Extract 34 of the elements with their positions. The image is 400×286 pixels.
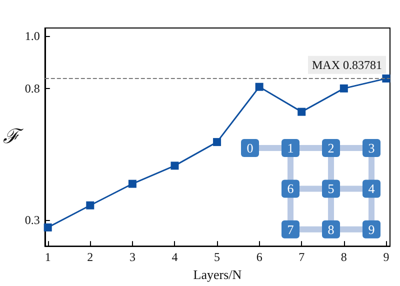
annotation: 8 xyxy=(328,222,334,237)
point xyxy=(340,84,348,92)
annotation: 0 xyxy=(246,140,254,156)
x-tick-label: 8 xyxy=(340,250,347,264)
y-axis-title: ℱ xyxy=(3,126,24,148)
annotation: 2 xyxy=(328,140,334,156)
y-tick-label: 1.0 xyxy=(24,28,40,43)
annotation: 1 xyxy=(287,140,294,156)
x-tick-label: 5 xyxy=(214,250,220,264)
x-tick-label: 4 xyxy=(172,250,178,264)
point xyxy=(44,223,52,232)
annotation: 6 xyxy=(287,181,294,196)
point xyxy=(170,162,179,170)
annotation: 5 xyxy=(328,181,334,196)
point xyxy=(298,108,306,116)
point xyxy=(255,82,264,91)
annotation: 9 xyxy=(368,222,375,237)
point xyxy=(128,180,136,188)
point xyxy=(213,138,222,146)
x-tick-label: 2 xyxy=(87,250,94,264)
annotation: 4 xyxy=(368,181,376,196)
x-axis-title: Layers/N xyxy=(193,267,242,282)
x-tick-label: 1 xyxy=(44,250,51,264)
ref-line-label: MAX 0.83781 xyxy=(312,58,382,72)
y-tick-label: 0.3 xyxy=(24,212,40,227)
x-tick-label: 3 xyxy=(129,250,136,264)
annotation: 3 xyxy=(368,140,375,156)
point xyxy=(86,201,94,210)
x-tick-label: 7 xyxy=(298,250,305,264)
annotation: 7 xyxy=(287,222,294,237)
point xyxy=(382,74,390,82)
x-tick-label: 6 xyxy=(256,250,262,264)
y-tick-label: 0.8 xyxy=(24,81,40,96)
x-tick-label: 9 xyxy=(383,250,390,264)
